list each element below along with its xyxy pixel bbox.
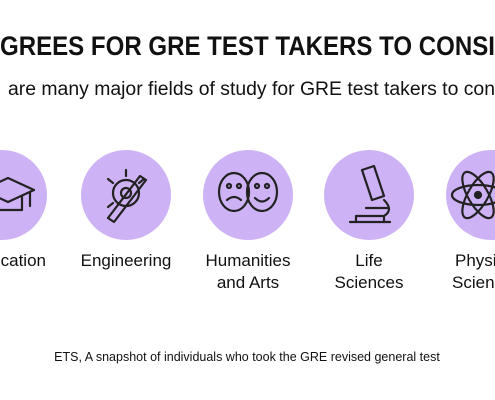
icon-masks [217,171,279,213]
icon-microscope [348,164,392,224]
icon-circle [324,150,414,240]
title: GREES FOR GRE TEST TAKERS TO CONSI [0,31,495,61]
field-label: and Arts [217,273,279,292]
labels: ucation Engineering Humanities and Arts … [0,251,495,292]
subtitle: are many major fields of study for GRE t… [8,79,495,100]
field-label: Sciences [335,273,404,292]
source-note: ETS, A snapshot of individuals who took … [54,350,440,364]
field-label: Humanities [205,251,290,270]
field-label: ucation [0,251,46,270]
icon-graduation-cap [0,176,36,212]
field-label: Scien [452,273,495,292]
icon-gear-pencil [106,168,148,224]
field-label: Life [355,251,382,270]
icon-atom [450,170,495,220]
field-label: Physi [455,251,495,270]
field-label: Engineering [81,251,172,270]
icon-circle [446,150,495,240]
circles [0,150,495,240]
